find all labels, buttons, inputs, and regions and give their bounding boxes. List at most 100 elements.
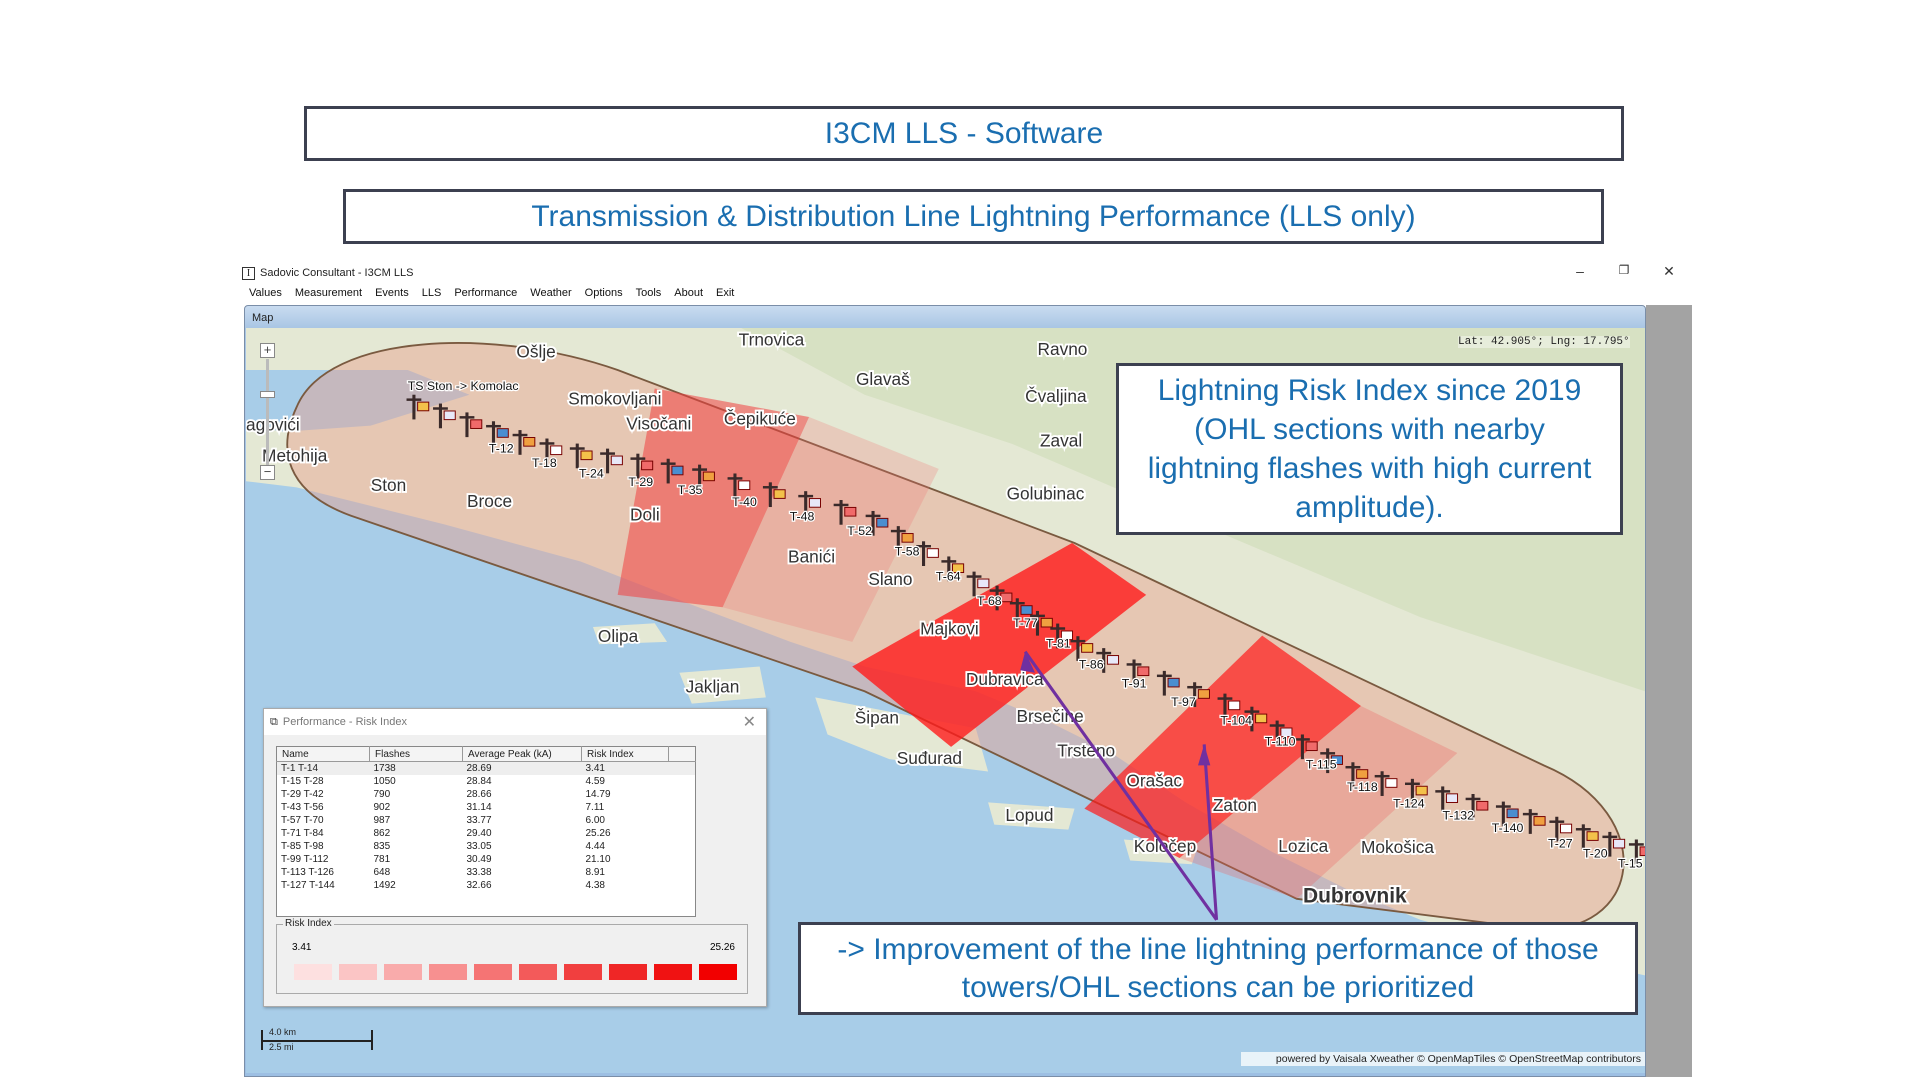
tower-icon[interactable] xyxy=(539,438,563,464)
tower-icon[interactable] xyxy=(486,421,509,446)
tower-icon[interactable] xyxy=(890,526,914,551)
tower-icon[interactable] xyxy=(1374,771,1398,796)
cell-average-peak: 29.40 xyxy=(466,828,492,839)
menu-options[interactable]: Options xyxy=(584,287,623,299)
zoom-slider-handle[interactable] xyxy=(260,391,275,398)
tower-icon[interactable] xyxy=(1187,682,1210,707)
col-name[interactable]: Name xyxy=(276,746,370,762)
tower-icon[interactable] xyxy=(989,585,1013,611)
table-row[interactable]: T-1 T-14 1738 28.69 3.41 xyxy=(276,761,696,775)
tower-icon[interactable] xyxy=(1495,801,1519,827)
cell-risk-index: 8.91 xyxy=(585,867,605,878)
zoom-out-button[interactable]: − xyxy=(260,465,275,480)
place-name: Trnovica xyxy=(739,329,805,349)
tower-icon[interactable] xyxy=(512,430,536,455)
tower-label: T-86 xyxy=(1079,657,1104,671)
callout-improvement: -> Improvement of the line lightning per… xyxy=(798,922,1638,1015)
col-risk-index[interactable]: Risk Index xyxy=(581,746,669,762)
tower-icon[interactable] xyxy=(798,491,822,516)
table-row[interactable]: T-29 T-42 790 28.66 14.79 xyxy=(277,788,696,801)
tower-icon[interactable] xyxy=(1217,693,1241,719)
tower-icon[interactable] xyxy=(1345,762,1369,787)
tower-icon[interactable] xyxy=(1405,778,1428,804)
table-row[interactable]: T-43 T-56 902 31.14 7.11 xyxy=(277,801,696,814)
legend-swatch xyxy=(339,964,377,980)
close-button[interactable]: ✕ xyxy=(1663,263,1675,279)
tower-icon[interactable] xyxy=(833,500,857,525)
table-row[interactable]: T-71 T-84 862 29.40 25.26 xyxy=(277,827,696,840)
col-average-peak[interactable]: Average Peak (kA) xyxy=(462,746,582,762)
table-row[interactable]: T-113 T-126 648 33.38 8.91 xyxy=(277,866,696,879)
tower-icon[interactable] xyxy=(762,482,786,508)
tower-icon[interactable] xyxy=(1294,734,1318,760)
cell-flashes: 835 xyxy=(373,841,391,852)
menu-exit[interactable]: Exit xyxy=(716,287,735,299)
table-row[interactable]: T-127 T-144 1492 32.66 4.38 xyxy=(277,879,696,892)
coordinates-readout: Lat: 42.905°; Lng: 17.795° xyxy=(1458,336,1630,348)
zoom-slider-track[interactable] xyxy=(266,359,269,465)
tower-label: T-20 xyxy=(1583,846,1608,860)
menu-values[interactable]: Values xyxy=(249,287,282,299)
tower-icon[interactable] xyxy=(1320,748,1343,774)
tower-label: T-124 xyxy=(1393,796,1425,810)
tower-icon[interactable] xyxy=(727,473,751,499)
cell-flashes: 902 xyxy=(373,802,391,813)
legend-swatch xyxy=(474,964,512,980)
tower-icon[interactable] xyxy=(1126,659,1150,685)
minimize-button[interactable]: – xyxy=(1576,263,1584,279)
risk-section-t99-t112 xyxy=(1084,635,1362,859)
dialog-close-button[interactable]: ✕ xyxy=(742,714,756,731)
tower-icon[interactable] xyxy=(1575,824,1599,850)
risk-section-t71-t84 xyxy=(852,542,1147,747)
tower-icon[interactable] xyxy=(1244,706,1268,732)
zoom-in-button[interactable]: + xyxy=(260,343,275,358)
tower-icon[interactable] xyxy=(1156,670,1180,696)
place-name: Mokošica xyxy=(1361,837,1434,857)
menu-weather[interactable]: Weather xyxy=(530,287,572,299)
tower-icon[interactable] xyxy=(630,453,654,479)
tower-icon[interactable] xyxy=(1435,786,1459,812)
tower-icon[interactable] xyxy=(569,443,593,469)
tower-icon[interactable] xyxy=(660,458,684,484)
tower-icon[interactable] xyxy=(406,394,430,420)
tower-icon[interactable] xyxy=(1549,816,1573,842)
legend-min: 3.41 xyxy=(292,942,312,953)
col-flashes[interactable]: Flashes xyxy=(369,746,463,762)
tower-icon[interactable] xyxy=(692,464,715,490)
table-row[interactable]: T-15 T-28 1050 28.84 4.59 xyxy=(277,775,696,788)
table-row[interactable]: T-85 T-98 835 33.05 4.44 xyxy=(277,840,696,853)
tower-icon[interactable] xyxy=(1096,648,1120,673)
menu-events[interactable]: Events xyxy=(375,287,409,299)
tower-icon[interactable] xyxy=(1070,636,1094,661)
tower-icon[interactable] xyxy=(1628,839,1645,865)
tower-icon[interactable] xyxy=(916,541,939,567)
tower-icon[interactable] xyxy=(865,510,889,536)
tower-label: T-77 xyxy=(1013,616,1038,630)
tower-icon[interactable] xyxy=(600,448,623,474)
cell-name: T-57 T-70 xyxy=(281,815,324,826)
tower-label: T-68 xyxy=(977,594,1002,608)
map-tab-label[interactable]: Map xyxy=(252,312,274,324)
menu-tools[interactable]: Tools xyxy=(635,287,662,299)
tower-icon[interactable] xyxy=(1522,809,1546,834)
cell-risk-index: 4.38 xyxy=(585,880,605,891)
tower-icon[interactable] xyxy=(1602,831,1626,857)
table-row[interactable]: T-57 T-70 987 33.77 6.00 xyxy=(277,814,696,827)
tower-icon[interactable] xyxy=(966,571,990,597)
menu-about[interactable]: About xyxy=(674,287,704,299)
tower-icon[interactable] xyxy=(1465,794,1489,819)
tower-icon[interactable] xyxy=(1269,720,1293,746)
menu-measurement[interactable]: Measurement xyxy=(294,287,363,299)
menu-performance[interactable]: Performance xyxy=(454,287,518,299)
tower-icon[interactable] xyxy=(941,556,965,582)
menu-lls[interactable]: LLS xyxy=(421,287,442,299)
tower-icon[interactable] xyxy=(1030,610,1053,636)
tower-icon[interactable] xyxy=(1050,623,1074,649)
tower-icon[interactable] xyxy=(433,403,456,429)
restore-button[interactable]: ❐ xyxy=(1618,263,1630,277)
cell-risk-index: 6.00 xyxy=(585,815,605,826)
table-row[interactable]: T-99 T-112 781 30.49 21.10 xyxy=(277,853,696,866)
cell-flashes: 987 xyxy=(373,815,391,826)
tower-icon[interactable] xyxy=(459,412,483,438)
tower-icon[interactable] xyxy=(1009,598,1033,624)
